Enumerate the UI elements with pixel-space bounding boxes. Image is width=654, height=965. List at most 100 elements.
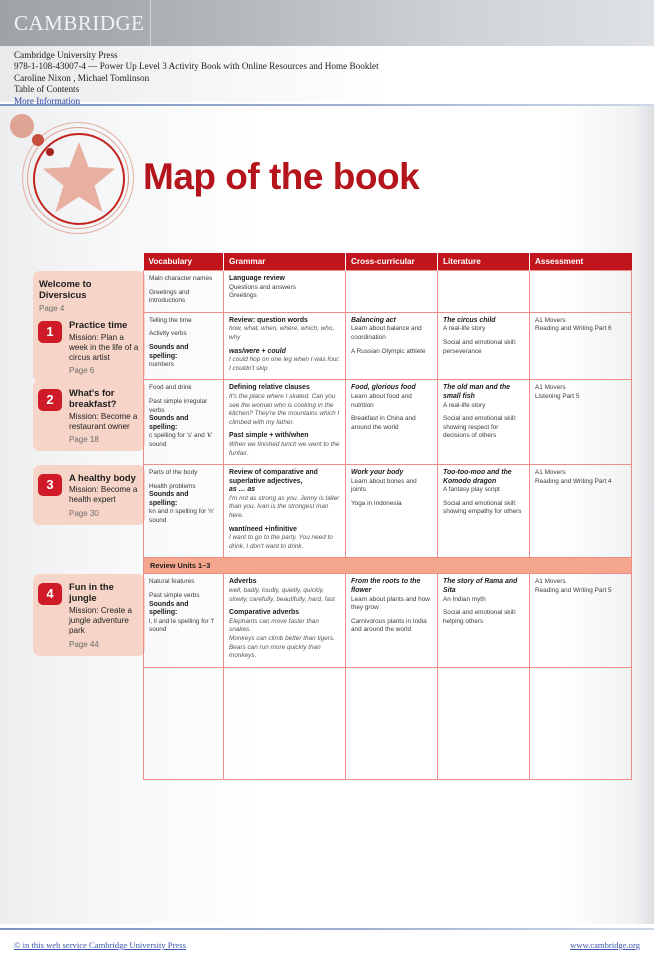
cell-text-line: When we finished lunch we went to the fu… xyxy=(229,440,340,457)
cell-text-line: Social and emotional skill: perseverance xyxy=(443,338,517,355)
cell-text-line: Learn about food and nutrition xyxy=(351,392,412,409)
unit-page-number: Page 18 xyxy=(69,435,99,445)
cambridge-logo: CAMBRIDGE xyxy=(14,11,145,35)
cell-text-line: Sounds and spelling: xyxy=(149,600,189,617)
cell-text-line: Greetings xyxy=(229,292,257,300)
cell-text-line: A1 Movers xyxy=(535,578,566,586)
column-header-assessment: Assessment xyxy=(529,253,632,271)
cell-text-line: Parts of the body xyxy=(149,469,198,477)
cell-text-line: Past simple irregular verbs xyxy=(149,397,208,414)
map-of-book-table: Vocabulary Grammar Cross-curricular Literat… xyxy=(143,253,632,780)
unit-title: A healthy body xyxy=(69,471,136,483)
unit-panel-body: Practice time Mission: Plan a week in the… xyxy=(39,319,139,375)
unit-number-badge: 2 xyxy=(38,388,62,411)
cell-empty-assessment xyxy=(529,666,632,780)
column-header-vocabulary: Vocabulary xyxy=(143,253,224,271)
cell-text-line: Past simple verbs xyxy=(149,592,200,600)
cell-text-line: well, badly, loudly, quietly, quickly, s… xyxy=(229,587,335,603)
cell-text-line: The story of Rama and Sita xyxy=(443,578,518,595)
cell-text-line: how, what, when, where, which, who, why xyxy=(229,325,335,341)
top-rule xyxy=(0,104,654,106)
bottom-rule xyxy=(0,928,654,930)
cell-text-line: Review of comparative and superlative ad… xyxy=(229,469,318,485)
cell-text-line: Social and emotional skill: showing resp… xyxy=(443,415,517,440)
decorative-ring-inner-icon xyxy=(33,133,125,225)
cell-text-line: The circus child xyxy=(443,316,496,324)
top-banner: CAMBRIDGE xyxy=(0,0,654,46)
unit-panel-body: Welcome to Diversicus Page 4 xyxy=(39,278,139,313)
unit-panel-1[interactable]: 1 Practice time Mission: Plan a week in th… xyxy=(33,312,145,383)
cell-text-line: From the roots to the flower xyxy=(351,578,421,595)
cell-text-line: Questions and answers xyxy=(229,283,296,291)
cell-unit2-literature: The old man and the small fish A real-lif… xyxy=(437,379,530,466)
unit-title: Fun in the jungle xyxy=(69,580,114,604)
cell-text-line: Too-too-moo and the Komodo dragon xyxy=(443,469,512,485)
cell-unit4-grammar: Adverbs well, badly, loudly, quietly, qui… xyxy=(223,573,346,668)
cell-text-line: Telling the time xyxy=(149,316,192,324)
unit-panel-welcome[interactable]: Welcome to Diversicus Page 4 xyxy=(33,270,145,320)
more-information-link[interactable]: More Information xyxy=(14,95,81,106)
unit-panel-4[interactable]: 4 Fun in the jungle Mission: Create a jung… xyxy=(33,573,145,656)
cell-text-line: An Indian myth xyxy=(443,595,486,603)
unit-panel-body: What's for breakfast? Mission: Become a r… xyxy=(39,387,139,444)
cell-unit0-grammar: Language review Questions and answers Gree… xyxy=(223,270,346,313)
unit-page-number: Page 44 xyxy=(69,639,99,649)
cell-text-line: Learn about balance and coordination xyxy=(351,325,422,341)
decorative-dot-medium-icon xyxy=(32,134,44,146)
cell-empty-vocabulary xyxy=(143,666,224,780)
unit-panel-2[interactable]: 2 What's for breakfast? Mission: Become a … xyxy=(33,379,145,452)
cell-text-line: Comparative adverbs xyxy=(229,609,300,617)
cell-text-line: Bears can run more quickly than monkeys. xyxy=(229,643,321,660)
cell-unit1-assessment: A1 Movers Reading and Writing Part 6 xyxy=(529,311,632,381)
cell-unit0-literature xyxy=(437,270,530,313)
star-medallion-icon xyxy=(8,114,138,244)
table-row: Natural features Past simple verbs Sounds … xyxy=(143,573,632,668)
cell-unit3-literature: Too-too-moo and the Komodo dragon A fanta… xyxy=(437,464,530,559)
cell-text-line: Activity verbs xyxy=(149,330,187,338)
authors-line: Caroline Nixon , Michael Tomlinson xyxy=(14,72,150,83)
cell-text-line: Carnivorous plants in India and around t… xyxy=(351,617,427,634)
column-header-literature: Literature xyxy=(437,253,530,271)
cell-empty-grammar xyxy=(223,666,346,780)
cell-text-line: Balancing act xyxy=(351,316,396,324)
unit-title: What's for breakfast? xyxy=(69,386,117,410)
cell-text-line: Social and emotional skill: showing empa… xyxy=(443,499,522,516)
unit-mission: Mission: Become a restaurant owner xyxy=(69,411,138,432)
cell-text-line: Natural features xyxy=(149,578,195,586)
footer-website-link[interactable]: www.cambridge.org xyxy=(570,940,640,950)
unit-number-badge: 1 xyxy=(38,321,62,344)
table-head: Vocabulary Grammar Cross-curricular Literat… xyxy=(143,253,632,271)
unit-mission: Mission: Create a jungle adventure park xyxy=(69,605,132,636)
table-row: Parts of the body Health problems Sounds a… xyxy=(143,464,632,559)
cell-unit0-vocabulary: Main character names Greetings and introd… xyxy=(143,270,224,313)
cell-text-line: Language review xyxy=(229,275,285,282)
footer-copyright-link[interactable]: © in this web service Cambridge Universi… xyxy=(14,940,186,950)
decorative-dot-large-icon xyxy=(10,114,34,138)
cell-text-line: A1 Movers xyxy=(535,384,566,392)
cell-text-line: Review: question words xyxy=(229,316,308,324)
table-row: Telling the time Activity verbs Sounds and… xyxy=(143,311,632,381)
cell-text-line: Breakfast in China and around the world xyxy=(351,415,416,431)
cell-text-line: Learn about bones and joints xyxy=(351,477,417,494)
section-line: Table of Contents xyxy=(14,84,80,95)
cell-text-line: numbers xyxy=(149,361,174,369)
cell-text-line: Reading and Writing Part 4 xyxy=(535,477,612,485)
table-row: Main character names Greetings and introd… xyxy=(143,270,632,313)
cell-text-line: Food, glorious food xyxy=(351,384,416,392)
cell-text-line: Sounds and spelling: xyxy=(149,343,189,360)
cell-text-line: Greetings and introductions xyxy=(149,288,190,305)
page-footer: © in this web service Cambridge Universi… xyxy=(0,936,654,965)
review-units-band: Review Units 1–3 xyxy=(143,557,632,575)
table-body: Main character names Greetings and introd… xyxy=(143,270,632,780)
cell-text-line: Listening Part 5 xyxy=(535,392,580,400)
unit-page-number: Page 4 xyxy=(39,303,65,313)
cell-empty-literature xyxy=(437,666,530,780)
unit-mission: Mission: Plan a week in the life of a ci… xyxy=(69,332,139,363)
cell-text-line: The old man and the small fish xyxy=(443,384,510,400)
cell-unit2-assessment: A1 Movers Listening Part 5 xyxy=(529,379,632,466)
unit-panel-3[interactable]: 3 A healthy body Mission: Become a health … xyxy=(33,464,145,525)
cell-unit3-assessment: A1 Movers Reading and Writing Part 4 xyxy=(529,464,632,559)
cell-text-line: c spelling for 's' and 'k' sound xyxy=(149,432,213,448)
unit-page-number: Page 6 xyxy=(69,366,95,376)
cell-unit0-assessment xyxy=(529,270,632,313)
